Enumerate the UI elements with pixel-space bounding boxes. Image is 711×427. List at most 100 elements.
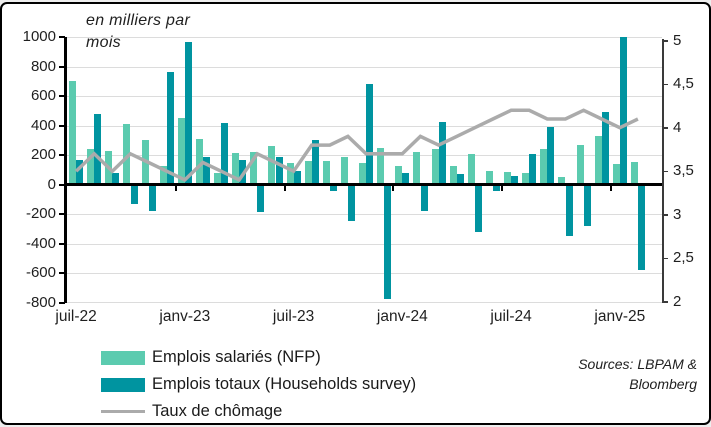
month-slot-juil-22: [67, 37, 85, 303]
month-slot-août-22: [85, 37, 103, 303]
left-axis-tick: [59, 65, 65, 68]
left-axis-tick: [59, 154, 65, 157]
x-axis-label-juil-24: juil-24: [490, 308, 532, 325]
month-slot-janv-23: [176, 37, 194, 303]
left-axis-label: -400: [25, 234, 56, 252]
legend-label-unemployment: Taux de chômage: [152, 402, 283, 420]
bar-nfp-oct-23: [340, 156, 348, 185]
x-axis-tick: [174, 186, 177, 192]
bar-households-mars-24: [438, 121, 446, 185]
bar-households-oct-22: [130, 184, 138, 204]
left-axis-tick: [59, 242, 65, 245]
bar-households-janv-25: [619, 37, 627, 185]
month-slot-oct-23: [339, 37, 357, 303]
bar-nfp-août-23: [304, 161, 312, 185]
right-axis-tick: [662, 214, 668, 216]
bar-households-janv-23: [184, 42, 192, 185]
right-axis-label: 5: [673, 31, 682, 49]
month-slot-janv-24: [393, 37, 411, 303]
left-axis-label: 800: [30, 57, 56, 75]
bar-households-mai-23: [257, 184, 265, 213]
x-axis-label-janv-23: janv-23: [159, 308, 211, 325]
left-axis-label: -200: [25, 205, 56, 223]
gridline: [67, 302, 662, 303]
gridline: [67, 214, 662, 216]
gridline: [67, 66, 662, 68]
bar-households-déc-24: [601, 112, 609, 185]
bar-nfp-sept-24: [540, 149, 548, 185]
month-slot-juil-24: [502, 37, 520, 303]
bar-nfp-mai-23: [250, 151, 258, 185]
legend-item-unemployment: Taux de chômage: [101, 398, 416, 423]
bar-nfp-avr-23: [232, 153, 240, 185]
bar-nfp-déc-22: [159, 165, 167, 185]
bar-nfp-juin-23: [268, 146, 276, 185]
bar-households-nov-22: [148, 184, 156, 212]
month-slot-août-24: [520, 37, 538, 303]
right-axis-label: 2,5: [673, 249, 694, 267]
right-axis-label: 4: [673, 118, 682, 136]
right-axis-tick: [662, 257, 668, 260]
month-slot-mai-23: [248, 37, 266, 303]
left-axis-label: 400: [30, 116, 56, 134]
bar-nfp-déc-23: [377, 147, 385, 185]
bar-nfp-févr-25: [630, 161, 638, 185]
bar-nfp-févr-23: [195, 138, 203, 185]
bar-households-août-23: [311, 140, 319, 185]
x-axis-label-juil-22: juil-22: [55, 308, 97, 325]
bar-nfp-févr-24: [413, 151, 421, 185]
right-axis-tick: [662, 127, 668, 129]
bar-nfp-déc-24: [594, 136, 602, 185]
month-slot-janv-25: [611, 37, 629, 303]
month-slot-févr-24: [411, 37, 429, 303]
bar-nfp-sept-22: [105, 150, 113, 185]
bar-nfp-nov-24: [576, 144, 584, 185]
plot-area: [67, 37, 662, 303]
bar-nfp-janv-24: [395, 166, 403, 185]
bars-layer: [67, 37, 647, 303]
right-axis-tick: [662, 83, 668, 86]
gridline: [67, 243, 662, 245]
sources-note: Sources: LBPAM & Bloomberg: [578, 356, 697, 393]
left-axis-label: 1000: [22, 28, 56, 45]
legend: Emplois salariés (NFP) Emplois totaux (H…: [101, 344, 416, 423]
bar-households-mars-23: [221, 122, 229, 185]
month-slot-avr-23: [230, 37, 248, 303]
right-axis-tick: [662, 40, 668, 42]
month-slot-oct-24: [556, 37, 574, 303]
bar-nfp-juil-22: [69, 81, 76, 185]
bar-households-oct-23: [348, 184, 356, 221]
households-swatch: [101, 377, 145, 392]
bar-households-oct-24: [565, 184, 573, 237]
month-slot-sept-23: [321, 37, 339, 303]
left-axis-label: 600: [30, 87, 56, 105]
bar-households-nov-24: [583, 184, 591, 227]
bar-nfp-mai-24: [467, 154, 475, 185]
bar-households-févr-23: [203, 156, 211, 185]
unemployment-line-swatch: [101, 409, 145, 414]
x-axis-label-janv-24: janv-24: [376, 308, 428, 325]
x-axis-label-janv-25: janv-25: [594, 308, 646, 325]
bar-nfp-août-22: [87, 149, 95, 185]
left-axis-tick: [59, 272, 65, 275]
month-slot-déc-24: [593, 37, 611, 303]
legend-item-nfp: Emplois salariés (NFP): [101, 344, 416, 371]
left-axis-tick: [59, 213, 65, 216]
legend-label-nfp: Emplois salariés (NFP): [152, 348, 321, 366]
zero-axis-line: [67, 183, 662, 187]
bar-nfp-oct-22: [123, 124, 131, 185]
left-axis-label: -600: [25, 264, 56, 282]
month-slot-sept-22: [103, 37, 121, 303]
month-slot-juin-23: [266, 37, 284, 303]
left-axis-label: -800: [25, 294, 56, 311]
month-slot-août-23: [303, 37, 321, 303]
bar-nfp-juil-23: [286, 162, 294, 185]
right-axis-label: 3,5: [673, 162, 694, 180]
month-slot-juin-24: [484, 37, 502, 303]
right-axis-tick: [662, 170, 668, 173]
bar-households-nov-23: [366, 84, 374, 185]
left-axis-tick: [59, 36, 65, 38]
gridline: [67, 96, 662, 98]
x-axis-tick: [283, 186, 286, 192]
left-axis-label: 0: [47, 175, 56, 193]
